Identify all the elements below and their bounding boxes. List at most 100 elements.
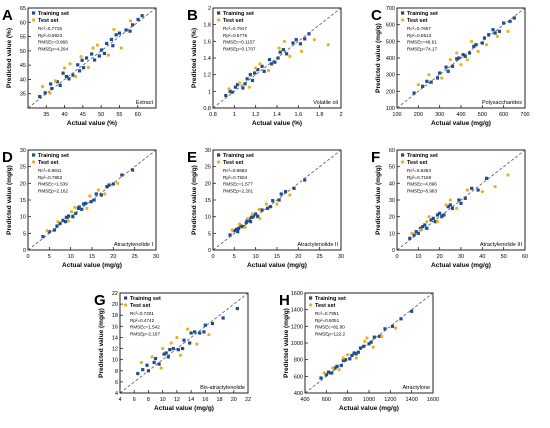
training-point [442,213,446,217]
x-axis-label: Actual value (%) [67,120,117,127]
training-point [423,223,427,227]
training-point [230,90,234,94]
training-point [130,23,135,27]
test-point [455,206,459,210]
metric-text: Rp²=0.6051 [315,318,340,323]
panel-g: G 4 6 8 10 12 14 16 18 20 22 4 6 8 10 12 14 16 18 20 22 Actua… [94,291,251,412]
metric-text: Rc²=0.7657 [407,26,431,31]
panel-letter: D [2,149,13,166]
training-point [171,346,175,351]
y-tick-label: 55 [20,35,26,41]
metric-text: RMSEp=122.2 [315,331,345,336]
test-point [48,91,52,95]
test-point [207,333,211,337]
training-point [128,29,132,33]
test-point [506,173,510,177]
training-point [421,84,425,88]
y-tick-label: 30 [389,198,395,204]
x-tick-label: 30 [458,254,464,260]
training-point [421,225,425,229]
test-point [485,43,489,47]
training-point [461,53,465,57]
test-point [365,336,369,340]
metric-text: Rc²=0.7715 [38,26,62,31]
y-tick-label: 50 [20,49,26,55]
test-point [85,206,89,210]
y-axis-label: Predicted value (mg/g) [375,23,382,93]
training-point [63,220,68,224]
x-tick-label: 1.6 [295,112,303,118]
test-point [79,54,83,59]
y-tick-label: 20 [389,215,395,221]
x-tick-label: 30 [338,254,344,260]
legend-test-marker [124,303,128,307]
y-tick-label: 0 [23,248,26,254]
x-tick-label: 20 [437,254,443,260]
training-point [77,205,81,209]
training-point [92,58,97,62]
training-point [80,58,84,62]
training-point [94,192,98,196]
test-point [41,84,45,89]
training-point [120,173,124,177]
legend-training-label: Training set [407,153,438,159]
metric-text: RMSEp=2.201 [223,188,253,193]
training-point [266,206,270,210]
panel-letter: E [187,149,197,166]
diagonal-line [27,7,157,109]
x-tick-label: 1.2 [252,112,260,118]
training-point [189,331,193,335]
training-point [276,56,280,60]
y-tick-label: 25 [20,165,26,171]
training-point [260,208,264,212]
test-series [227,38,330,91]
metric-text: RMSEp=2.162 [38,188,68,193]
training-point [203,323,207,327]
training-point [480,41,484,45]
y-tick-label: 2 [208,6,211,12]
x-tick-label: 0 [395,254,398,260]
training-point [356,350,360,354]
training-point [414,230,418,234]
legend-training-label: Training set [130,296,161,302]
training-point [71,215,75,219]
training-point [277,198,281,202]
y-tick-label: 200 [386,89,395,95]
x-tick-label: 25 [317,254,323,260]
panel-f: F 0 10 20 30 40 50 60 0 10 20 30 40 50 60 Actual value … [371,148,528,269]
training-point [512,16,516,20]
y-tick-label: 800 [294,358,303,364]
test-point [495,34,499,38]
training-point [482,36,487,40]
panel-title: Volatile oil [313,100,338,106]
training-point [105,185,109,189]
test-point [266,68,271,73]
diagonal-line [212,149,342,251]
metric-text: Rc²=0.7917 [223,26,247,31]
legend-test-marker [401,160,405,164]
panel-title: Bis-atractylenolide [200,385,245,391]
y-tick-label: 16 [112,324,118,330]
test-point [258,216,262,220]
training-point [245,219,249,223]
training-point [136,17,140,22]
training-point [250,78,255,83]
x-tick-label: 35 [43,112,49,118]
training-point [162,352,166,356]
training-point [80,207,84,211]
training-point [429,80,433,84]
y-tick-label: 65 [20,6,26,12]
training-point [182,338,186,342]
test-point [440,76,444,80]
training-point [61,71,65,75]
training-point [262,69,266,73]
test-point [246,216,250,220]
training-point [487,33,491,37]
panel-title: Atractylenolide I [114,242,154,248]
x-tick-label: 0 [211,254,214,260]
training-point [58,221,62,225]
test-point [185,327,190,331]
test-point [227,87,231,91]
x-axis-label: Actual value (mg/g) [62,262,122,269]
